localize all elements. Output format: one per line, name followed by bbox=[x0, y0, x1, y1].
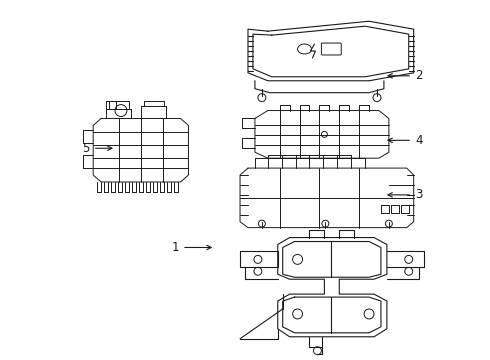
Text: 2: 2 bbox=[388, 69, 422, 82]
Text: 3: 3 bbox=[388, 188, 422, 201]
Text: 4: 4 bbox=[388, 134, 422, 147]
Text: 5: 5 bbox=[82, 142, 112, 155]
Text: 1: 1 bbox=[172, 241, 211, 254]
